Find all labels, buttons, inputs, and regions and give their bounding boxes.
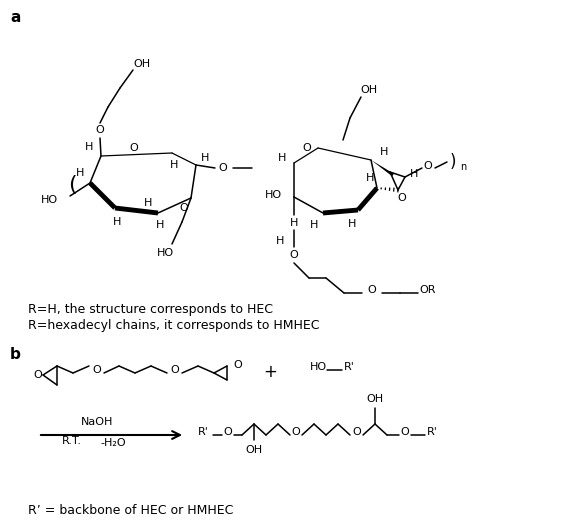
Text: H: H	[278, 153, 286, 163]
Text: HO: HO	[41, 195, 58, 205]
Text: H: H	[76, 168, 84, 178]
Text: R=H, the structure corresponds to HEC: R=H, the structure corresponds to HEC	[28, 303, 273, 316]
Text: O: O	[423, 161, 432, 171]
Text: +: +	[263, 363, 277, 381]
Text: OH: OH	[360, 85, 378, 95]
Text: R': R'	[427, 427, 437, 437]
Text: n: n	[460, 162, 466, 172]
Text: (: (	[68, 175, 77, 195]
Text: ): )	[450, 153, 457, 171]
Text: O: O	[96, 125, 104, 135]
Text: H: H	[85, 142, 93, 152]
Text: O: O	[292, 427, 301, 437]
Text: O: O	[234, 360, 243, 370]
Text: -H₂O: -H₂O	[100, 438, 126, 448]
Text: H: H	[201, 153, 209, 163]
Text: O: O	[34, 370, 42, 380]
Text: O: O	[180, 203, 189, 213]
Text: O: O	[93, 365, 101, 375]
Text: H: H	[144, 198, 152, 208]
Text: O: O	[218, 163, 227, 173]
Text: H: H	[156, 220, 164, 230]
Text: R': R'	[343, 362, 355, 372]
Text: R=hexadecyl chains, it corresponds to HMHEC: R=hexadecyl chains, it corresponds to HM…	[28, 319, 319, 332]
Text: H: H	[380, 147, 388, 157]
Text: OH: OH	[367, 394, 383, 404]
Text: OR: OR	[420, 285, 436, 295]
Text: O: O	[129, 143, 138, 153]
Text: H: H	[310, 220, 318, 230]
Text: O: O	[171, 365, 180, 375]
Text: O: O	[224, 427, 233, 437]
Text: H: H	[348, 219, 356, 229]
Polygon shape	[371, 160, 394, 176]
Text: NaOH: NaOH	[81, 417, 113, 427]
Text: OH: OH	[133, 59, 150, 69]
Text: R’ = backbone of HEC or HMHEC: R’ = backbone of HEC or HMHEC	[28, 504, 234, 517]
Text: H: H	[113, 217, 121, 227]
Text: HO: HO	[265, 190, 282, 200]
Text: O: O	[289, 250, 298, 260]
Text: H: H	[410, 169, 418, 179]
Text: H: H	[170, 160, 178, 170]
Text: O: O	[352, 427, 361, 437]
Text: O: O	[397, 193, 406, 203]
Text: a: a	[10, 10, 20, 25]
Text: O: O	[303, 143, 311, 153]
Text: b: b	[10, 347, 21, 362]
Text: O: O	[401, 427, 409, 437]
Text: R.T.: R.T.	[62, 436, 82, 446]
Text: H: H	[276, 236, 284, 246]
Text: R': R'	[198, 427, 209, 437]
Text: OH: OH	[245, 445, 262, 455]
Text: H: H	[366, 173, 374, 183]
Text: H: H	[290, 218, 298, 228]
Text: HO: HO	[157, 248, 173, 258]
Text: HO: HO	[310, 362, 327, 372]
Text: O: O	[368, 285, 377, 295]
